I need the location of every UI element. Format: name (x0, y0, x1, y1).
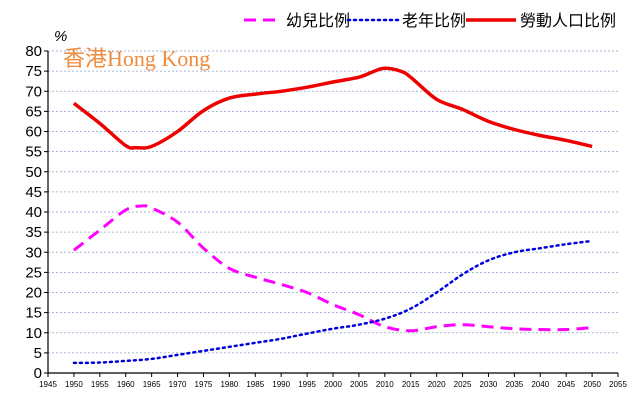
series-line-2 (72, 66, 593, 150)
y-tick-label: 35 (25, 224, 42, 241)
axes (44, 50, 619, 377)
x-tick-label: 2010 (376, 380, 394, 389)
y-tick-label: 40 (25, 204, 42, 221)
x-tick-label: 1990 (272, 380, 290, 389)
x-tick-label: 1960 (117, 380, 135, 389)
x-tick-label: 2040 (531, 380, 549, 389)
series-lines (72, 66, 594, 365)
x-tick-label: 2045 (557, 380, 575, 389)
y-tick-label: 25 (25, 264, 42, 281)
y-tick-labels: 0 5 10 15 20 25 30 35 40 45 50 55 60 65 70 75 80 (25, 43, 42, 382)
x-tick-label: 2000 (324, 380, 342, 389)
x-tick-labels: 1945 1950 1955 1960 1965 1970 1975 1980 1985 1990… (39, 380, 627, 389)
x-tick-label: 1965 (143, 380, 161, 389)
y-axis-label: % (54, 28, 67, 45)
y-tick-label: 65 (25, 103, 42, 120)
y-tick-label: 60 (25, 124, 42, 141)
x-tick-label: 2025 (454, 380, 472, 389)
y-tick-label: 30 (25, 244, 42, 261)
y-tick-label: 15 (25, 305, 42, 322)
x-tick-label: 1955 (91, 380, 109, 389)
x-tick-label: 1950 (65, 380, 83, 389)
legend-label-1: 老年比例 (402, 11, 466, 30)
gridlines (48, 50, 618, 354)
y-tick-label: 55 (25, 144, 42, 161)
region-annotation: 香港Hong Kong (63, 46, 210, 71)
x-tick-label: 1985 (246, 380, 264, 389)
legend-label-0: 幼兒比例 (286, 11, 350, 30)
x-tick-label: 2020 (428, 380, 446, 389)
legend-label-2: 勞動人口比例 (520, 11, 616, 30)
y-tick-label: 45 (25, 184, 42, 201)
y-tick-label: 20 (25, 285, 42, 302)
x-tick-label: 2030 (480, 380, 498, 389)
x-tick-label: 2015 (402, 380, 420, 389)
y-tick-label: 10 (25, 325, 42, 342)
x-tick-label: 2050 (583, 380, 601, 389)
y-tick-label: 75 (25, 63, 42, 80)
x-tick-label: 2005 (350, 380, 368, 389)
y-tick-label: 50 (25, 164, 42, 181)
y-tick-label: 0 (34, 365, 42, 382)
series-line-1 (72, 239, 594, 365)
y-tick-label: 5 (34, 345, 42, 362)
y-tick-label: 80 (25, 43, 42, 60)
x-tick-label: 1975 (195, 380, 213, 389)
series-line-0 (72, 204, 593, 333)
y-tick-label: 70 (25, 83, 42, 100)
x-tick-label: 1980 (220, 380, 238, 389)
x-tick-label: 2035 (505, 380, 523, 389)
x-tick-label: 1970 (169, 380, 187, 389)
x-tick-label: 2055 (609, 380, 627, 389)
x-tick-label: 1945 (39, 380, 57, 389)
x-tick-label: 1995 (298, 380, 316, 389)
legend: 幼兒比例 老年比例 勞動人口比例 (244, 11, 616, 30)
